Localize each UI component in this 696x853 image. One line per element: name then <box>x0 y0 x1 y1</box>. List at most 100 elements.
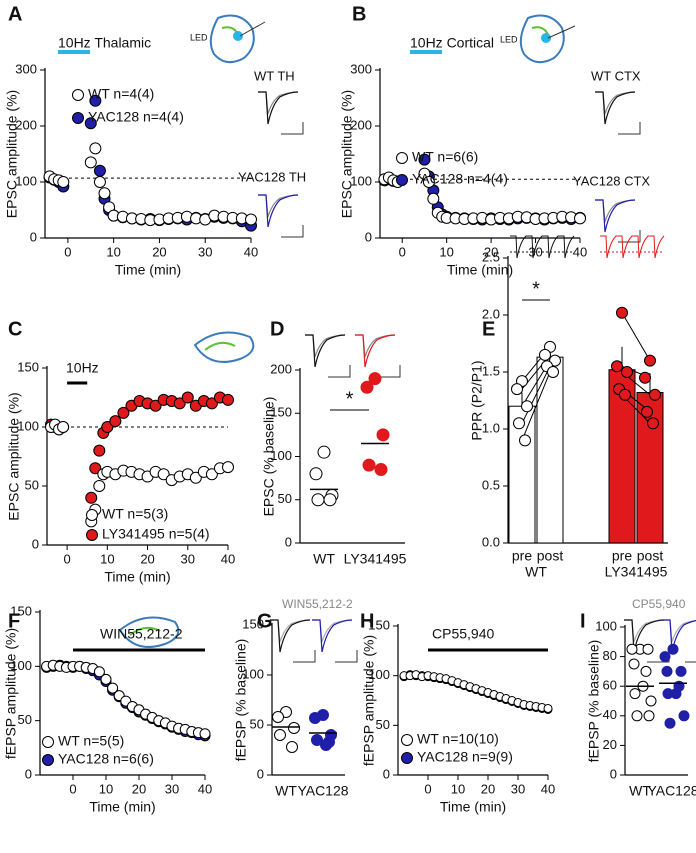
x-tick-label: 40 <box>244 244 258 259</box>
y-tick-label: 50 <box>25 477 39 492</box>
legend-marker <box>396 152 408 164</box>
data-point <box>181 391 194 404</box>
group-label: LY341495 <box>605 564 668 580</box>
y-tick-label: 300 <box>350 61 372 76</box>
data-point <box>547 366 559 378</box>
led-label: LED <box>500 34 518 44</box>
bar <box>508 405 536 544</box>
legend-label: WT n=4(4) <box>88 86 154 102</box>
data-point <box>85 491 98 504</box>
data-point <box>362 458 376 472</box>
x-axis-label: Time (min) <box>115 262 181 278</box>
trace <box>355 334 396 358</box>
trace <box>312 619 353 643</box>
data-point <box>521 400 533 413</box>
trace-label: YAC128 TH <box>238 169 306 184</box>
y-tick-label: 200 <box>350 117 372 132</box>
data-point <box>574 212 586 225</box>
data-point <box>93 480 106 492</box>
data-point <box>639 371 651 384</box>
legend-label: YAC128 n=4(4) <box>88 109 184 125</box>
y-tick-label: 100 <box>270 448 292 463</box>
legend-label: LY341495 n=5(4) <box>102 526 210 542</box>
x-tick-label: pre <box>512 548 532 564</box>
data-point <box>288 722 300 734</box>
scale-bar <box>618 122 641 135</box>
y-axis-label: EPSC amplitude (%) <box>6 392 22 520</box>
annotation: WIN55,212-2 <box>282 597 353 611</box>
data-point <box>675 665 687 677</box>
data-point <box>173 397 186 410</box>
legend-label: WT n=6(6) <box>412 149 478 165</box>
y-axis-label: EPSC (% baseline) <box>261 397 277 517</box>
legend-marker <box>86 509 98 521</box>
y-tick-label: 0.0 <box>482 534 500 549</box>
y-tick-label: 40 <box>603 707 617 722</box>
x-tick-label: 10 <box>100 551 114 566</box>
y-tick-label: 0 <box>257 766 264 781</box>
data-point <box>189 471 202 484</box>
data-point <box>360 380 374 394</box>
data-point <box>57 176 70 188</box>
x-tick-label: 20 <box>484 244 498 259</box>
data-point <box>93 176 106 188</box>
trace <box>624 619 665 643</box>
legend-marker <box>401 752 413 764</box>
data-point <box>89 142 102 155</box>
trace <box>662 619 696 653</box>
y-tick-label: 0 <box>25 766 32 781</box>
scale-bar <box>335 650 358 663</box>
data-point <box>628 658 640 670</box>
x-tick-label: 20 <box>152 244 166 259</box>
group-label: WT <box>525 564 547 580</box>
data-point <box>157 468 170 481</box>
x-tick-label: pre <box>612 548 632 564</box>
brain-icons <box>118 14 576 648</box>
data-point <box>149 399 162 412</box>
data-point <box>311 493 325 507</box>
data-point <box>640 665 652 677</box>
x-tick-label: post <box>637 548 664 564</box>
trace <box>595 91 636 125</box>
data-point <box>98 187 111 200</box>
y-axis-label: PPR (P2/P1) <box>469 360 485 440</box>
panel-letter: A <box>8 3 22 25</box>
y-tick-label: 0.5 <box>482 477 500 492</box>
data-point <box>89 94 102 107</box>
electrode <box>547 25 576 39</box>
slice-icon <box>118 616 180 648</box>
x-tick-label: 40 <box>541 781 555 796</box>
brain-icon <box>519 14 565 64</box>
data-point <box>662 688 674 700</box>
data-point <box>89 462 102 475</box>
scale-bar <box>378 365 401 378</box>
trace <box>258 194 299 228</box>
y-tick-label: 0 <box>285 534 292 549</box>
data-point <box>611 360 623 373</box>
x-tick-label: 30 <box>181 551 195 566</box>
x-tick-label: 10 <box>451 781 465 796</box>
data-point <box>84 117 97 130</box>
y-tick-label: 80 <box>603 648 617 663</box>
data-point <box>93 164 106 177</box>
x-axis-label: Time (min) <box>89 799 155 815</box>
data-point <box>199 728 211 740</box>
data-point <box>659 651 671 663</box>
legend-label: WT n=5(5) <box>58 733 124 749</box>
y-tick-label: 150 <box>10 603 32 618</box>
bar <box>536 356 564 544</box>
y-tick-label: 60 <box>603 678 617 693</box>
trace <box>312 619 353 653</box>
legend-label: YAC128 n=6(6) <box>58 751 154 767</box>
x-tick-label: 30 <box>511 781 525 796</box>
y-tick-label: 100 <box>595 618 617 633</box>
x-tick-label: 20 <box>132 781 146 796</box>
pair-line <box>521 366 551 424</box>
data-point <box>513 417 525 430</box>
panel-letter: G <box>257 610 273 632</box>
annotation: WIN55,212-2 <box>100 626 183 642</box>
trace-label: WT TH <box>254 68 295 83</box>
annotation: 10Hz Cortical <box>410 35 494 51</box>
trace-label: YAC128 CTX <box>573 173 650 188</box>
